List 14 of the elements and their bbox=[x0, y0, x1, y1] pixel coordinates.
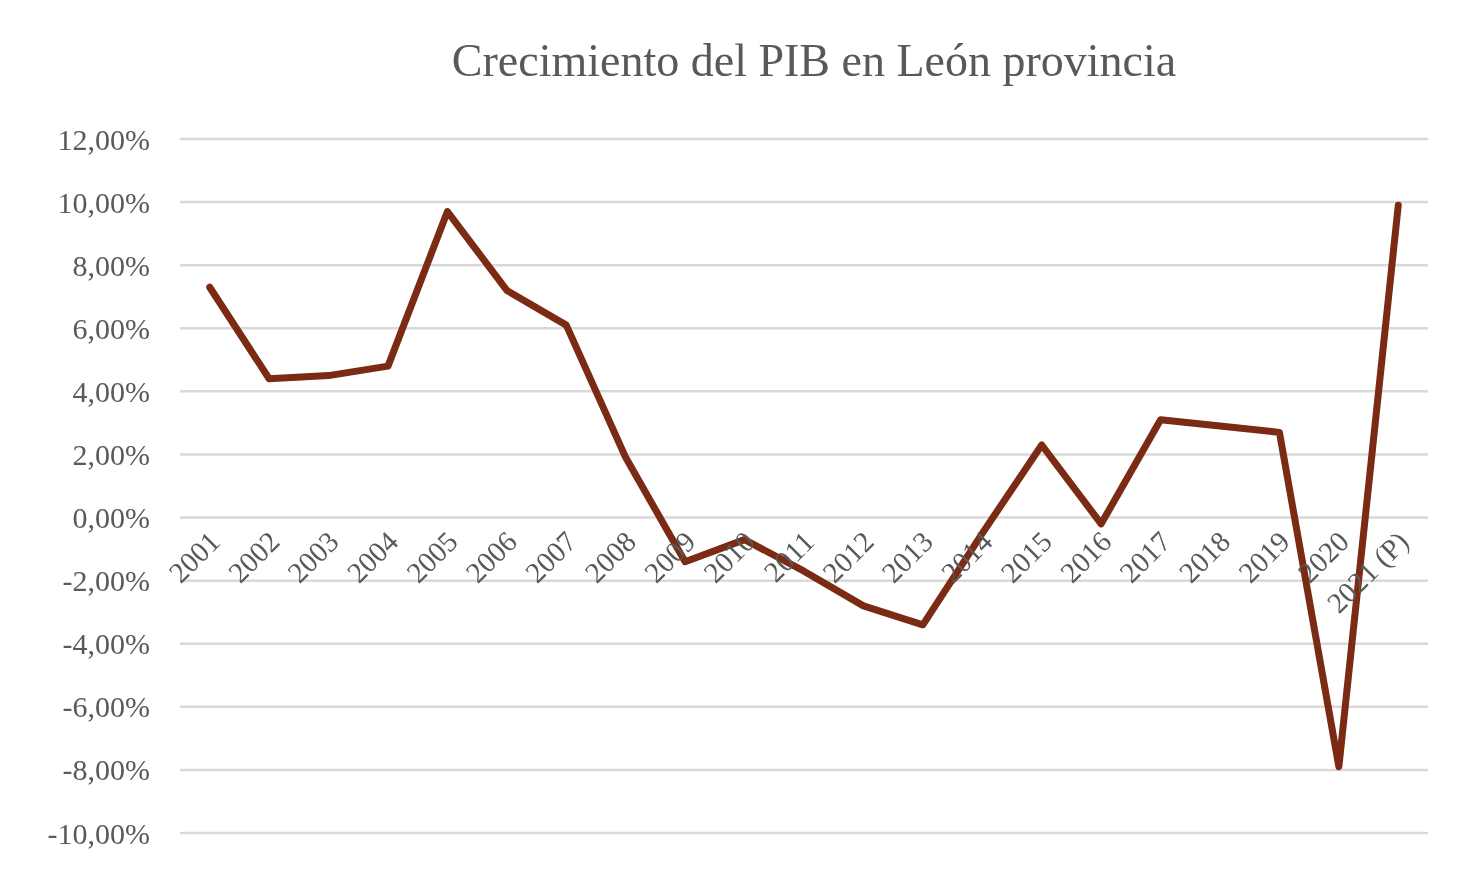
y-tick-label: 12,00% bbox=[57, 122, 150, 156]
y-tick-label: 4,00% bbox=[72, 374, 150, 408]
y-tick-label: 6,00% bbox=[72, 311, 150, 345]
y-tick-label: -2,00% bbox=[62, 564, 150, 598]
x-tick-label: 2011 bbox=[757, 525, 821, 589]
y-tick-label: 2,00% bbox=[72, 437, 150, 471]
y-tick-label: -4,00% bbox=[62, 627, 150, 661]
y-tick-label: 8,00% bbox=[72, 248, 150, 282]
y-tick-label: 0,00% bbox=[72, 501, 150, 535]
y-tick-label: -8,00% bbox=[62, 753, 150, 787]
y-tick-label: -6,00% bbox=[62, 690, 150, 724]
chart-title: Crecimiento del PIB en León provincia bbox=[451, 35, 1177, 86]
y-tick-label: 10,00% bbox=[57, 185, 150, 219]
y-tick-label: -10,00% bbox=[47, 816, 150, 850]
